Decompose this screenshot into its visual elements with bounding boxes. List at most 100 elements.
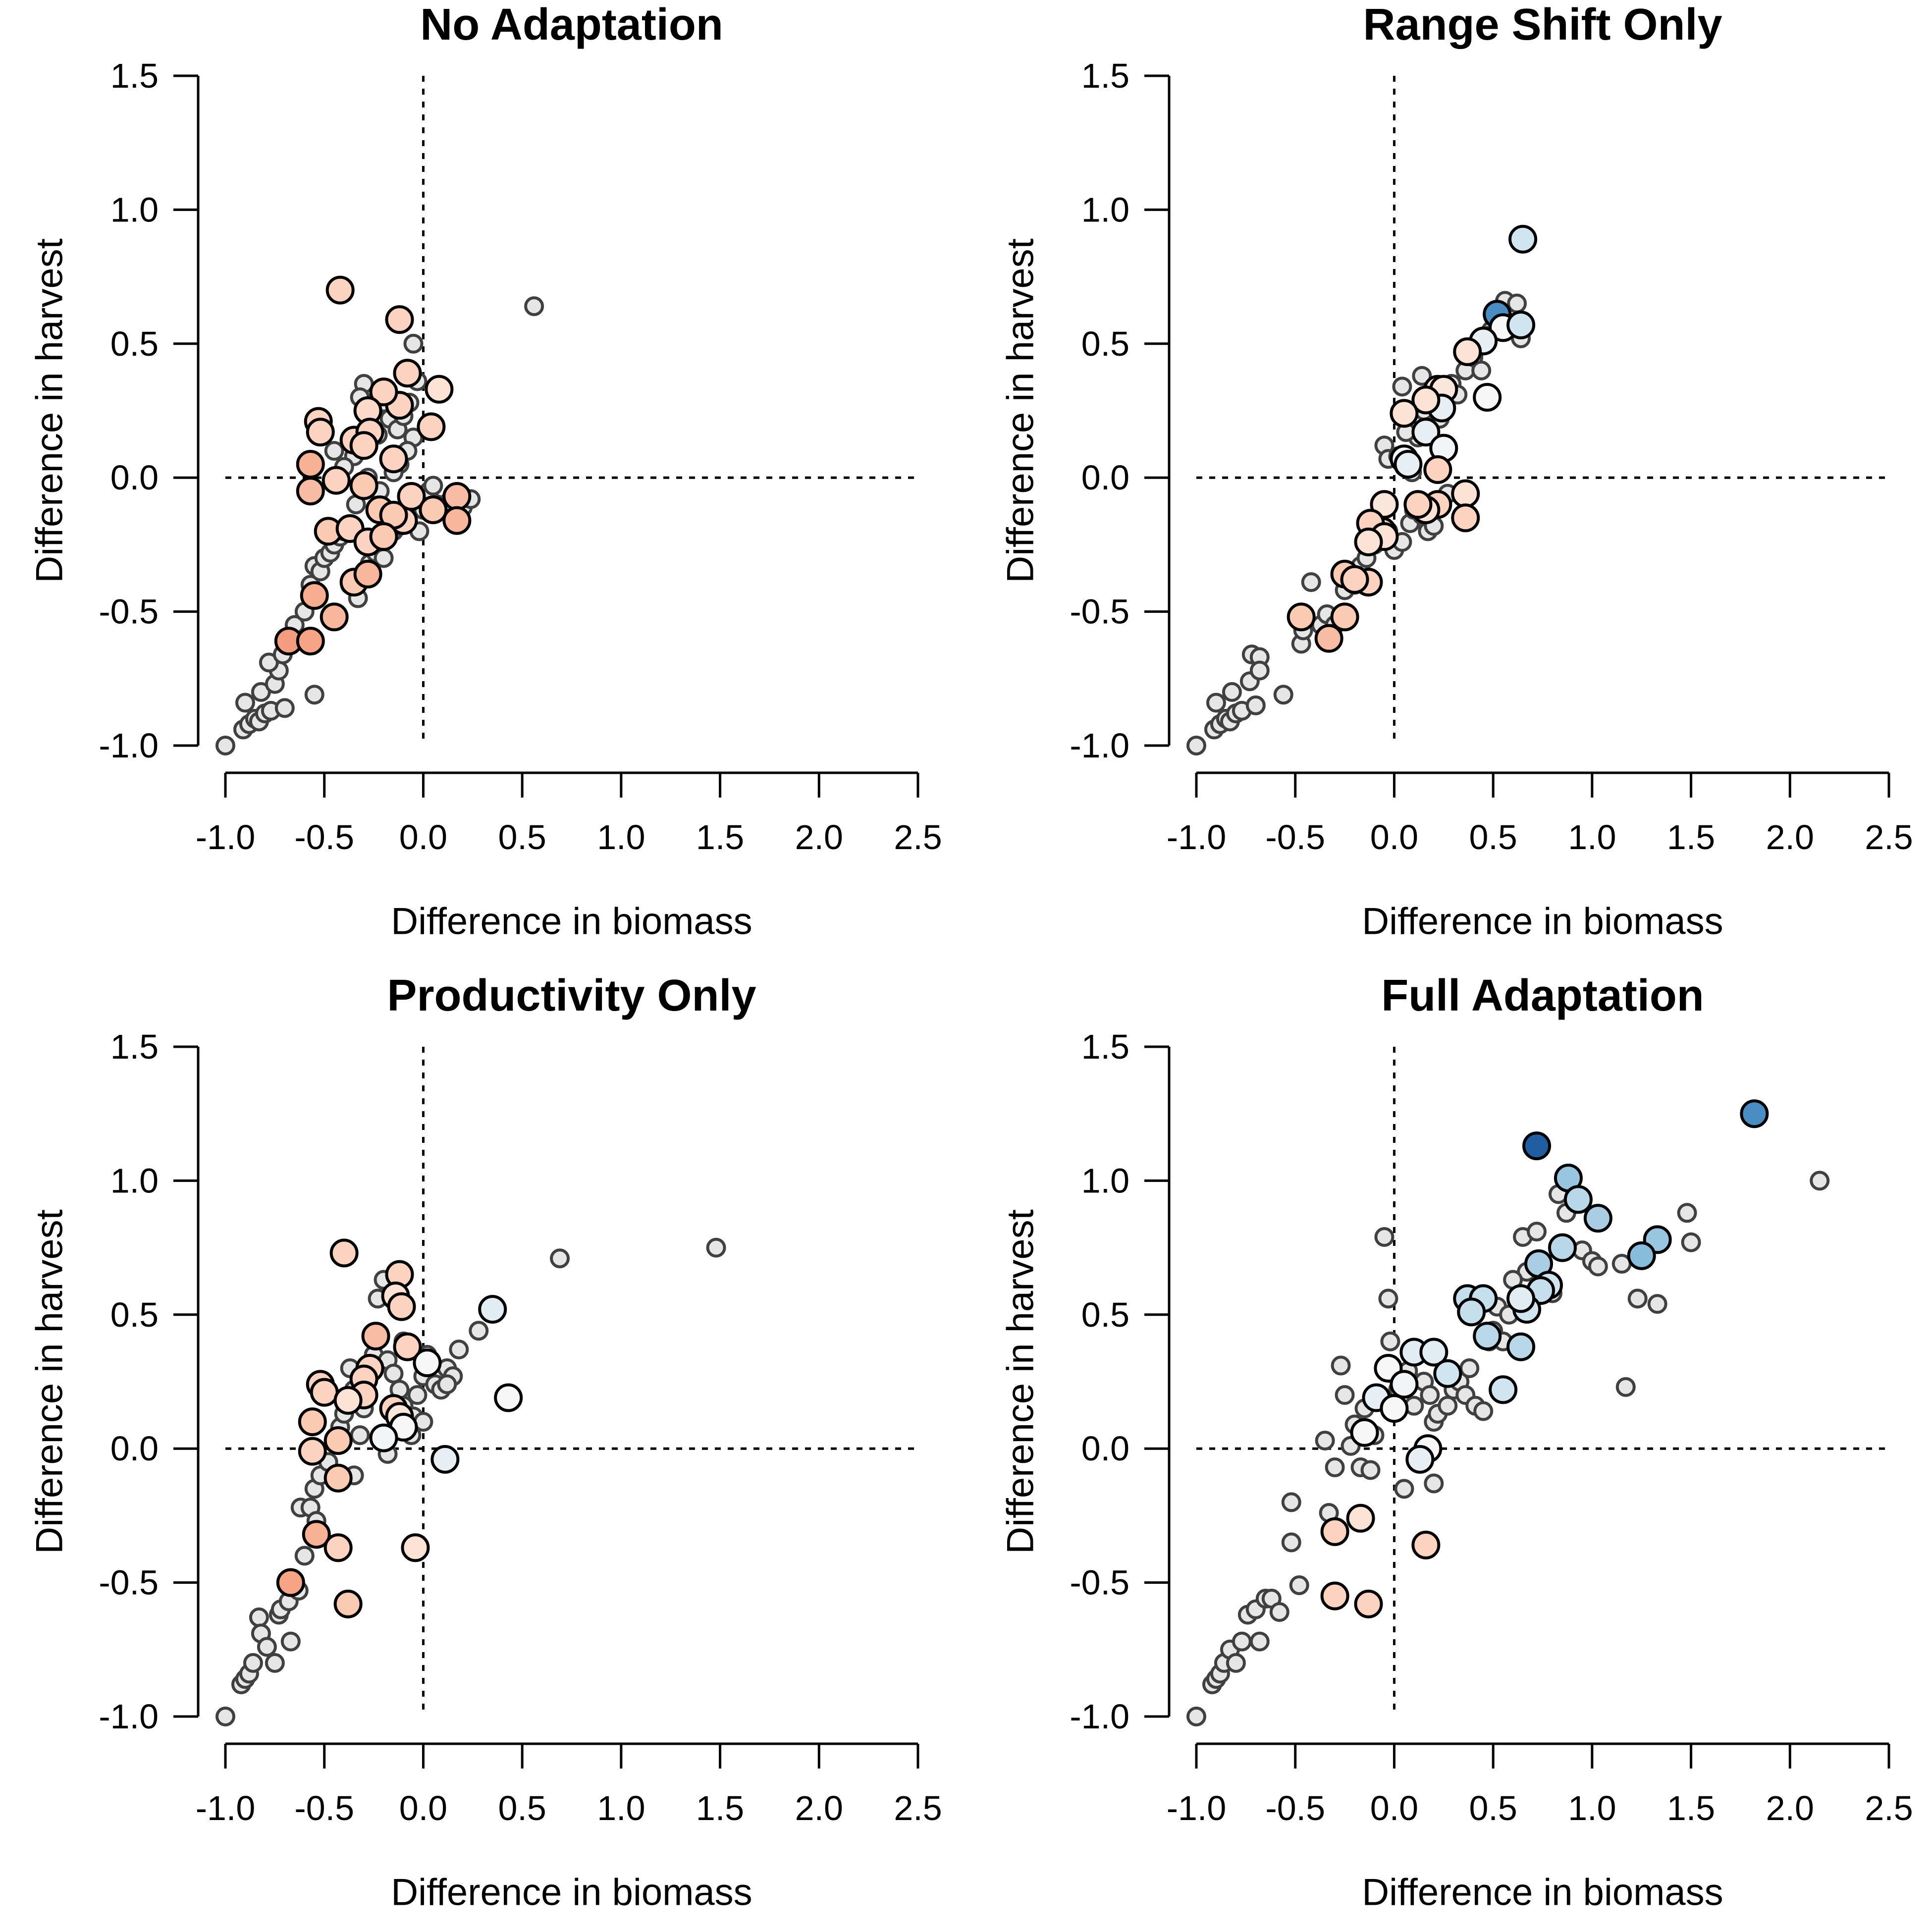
x-tick-label: 0.0 bbox=[399, 818, 447, 857]
data-point-small bbox=[274, 698, 295, 718]
data-point-large bbox=[385, 305, 414, 334]
data-point-small bbox=[706, 1237, 726, 1258]
data-point-small bbox=[1394, 1479, 1414, 1499]
data-point-small bbox=[1810, 1171, 1830, 1191]
data-point-large bbox=[323, 1426, 353, 1455]
data-point-small bbox=[1677, 1203, 1697, 1223]
y-tick-label: -0.5 bbox=[1070, 592, 1129, 631]
data-point-large bbox=[1548, 1233, 1577, 1262]
data-point-small bbox=[449, 1340, 469, 1360]
data-point-large bbox=[333, 1386, 363, 1415]
x-tick-label: 0.5 bbox=[498, 818, 546, 857]
chart-panel: Productivity Only -1.0 -0.5 0.0 0.5 1.0 1.5 -1.… bbox=[29, 971, 942, 1914]
data-point-large bbox=[1473, 1322, 1502, 1351]
data-point-small bbox=[1473, 1401, 1494, 1421]
data-point-small bbox=[403, 333, 424, 354]
data-point-small bbox=[1186, 736, 1206, 755]
x-tick-label: -0.5 bbox=[294, 1789, 354, 1827]
data-point-large bbox=[1453, 337, 1482, 367]
data-point-small bbox=[1378, 1288, 1398, 1309]
data-point-large bbox=[1380, 1394, 1409, 1423]
y-tick-label: 0.5 bbox=[110, 324, 159, 363]
data-point-small bbox=[1627, 1288, 1648, 1309]
y-axis-label: Difference in harvest bbox=[1000, 1209, 1042, 1554]
x-tick-label: 1.0 bbox=[597, 818, 645, 857]
data-point-large bbox=[430, 1445, 460, 1474]
data-point-small bbox=[1647, 1294, 1667, 1314]
x-tick-label: 0.5 bbox=[498, 1789, 546, 1827]
x-tick-label: 1.5 bbox=[696, 818, 744, 857]
y-tick-label: 1.5 bbox=[110, 1027, 159, 1066]
chart-title: Range Shift Only bbox=[1363, 0, 1722, 50]
data-point-large bbox=[1403, 490, 1433, 519]
data-point-small bbox=[280, 1631, 301, 1652]
data-point-small bbox=[1245, 695, 1266, 715]
data-point-small bbox=[1331, 1355, 1351, 1376]
y-tick-label: 0.0 bbox=[110, 458, 159, 497]
data-point-large bbox=[419, 495, 448, 525]
data-point-small bbox=[1289, 1575, 1309, 1596]
x-axis-label: Difference in biomass bbox=[1362, 901, 1723, 943]
data-point-large bbox=[1433, 1359, 1462, 1388]
x-tick-label: 2.5 bbox=[1865, 1789, 1913, 1827]
data-point-large bbox=[333, 1589, 363, 1618]
data-point-large bbox=[306, 418, 335, 447]
x-tick-label: 1.0 bbox=[1568, 1789, 1616, 1827]
data-point-large bbox=[322, 466, 351, 495]
x-tick-label: 0.0 bbox=[1370, 1789, 1418, 1827]
data-point-large bbox=[1411, 385, 1441, 415]
data-point-large bbox=[349, 471, 378, 500]
y-axis-label: Difference in harvest bbox=[29, 1209, 71, 1554]
data-point-small bbox=[383, 1363, 404, 1384]
data-point-large bbox=[1390, 399, 1419, 428]
x-axis-label: Difference in biomass bbox=[1362, 1872, 1723, 1914]
data-point-large bbox=[298, 1407, 327, 1437]
x-axis-label: Difference in biomass bbox=[391, 1872, 752, 1914]
y-tick-label: 0.0 bbox=[1081, 458, 1129, 497]
data-point-large bbox=[1314, 624, 1343, 653]
data-point-small bbox=[304, 685, 324, 705]
y-tick-label: -0.5 bbox=[99, 1563, 159, 1602]
data-point-large bbox=[393, 1332, 422, 1361]
data-point-small bbox=[423, 476, 443, 496]
y-tick-label: 0.5 bbox=[110, 1295, 159, 1334]
y-tick-label: -1.0 bbox=[99, 726, 159, 765]
data-point-small bbox=[1374, 1227, 1395, 1247]
y-tick-label: -0.5 bbox=[1070, 1563, 1129, 1602]
data-point-large bbox=[1346, 1503, 1375, 1533]
data-point-large bbox=[417, 412, 446, 441]
y-tick-label: -1.0 bbox=[1070, 726, 1129, 765]
data-point-large bbox=[323, 1533, 353, 1562]
y-tick-label: 0.5 bbox=[1081, 324, 1129, 363]
data-point-small bbox=[265, 1653, 285, 1673]
data-point-small bbox=[1273, 685, 1293, 705]
data-point-small bbox=[1615, 1377, 1636, 1397]
x-tick-label: 1.5 bbox=[696, 1789, 744, 1827]
y-tick-label: 0.5 bbox=[1081, 1295, 1129, 1334]
data-point-large bbox=[1508, 224, 1538, 254]
data-point-large bbox=[276, 1568, 305, 1597]
data-point-large bbox=[1473, 382, 1502, 412]
data-point-large bbox=[425, 375, 454, 404]
data-point-small bbox=[1249, 1631, 1270, 1652]
x-tick-label: -0.5 bbox=[1265, 1789, 1325, 1827]
data-point-small bbox=[550, 1248, 570, 1269]
x-tick-label: 2.0 bbox=[1766, 1789, 1814, 1827]
y-tick-label: 1.5 bbox=[1081, 56, 1129, 95]
data-point-small bbox=[1325, 1457, 1345, 1478]
x-tick-label: -1.0 bbox=[1167, 1789, 1227, 1827]
data-point-large bbox=[296, 627, 325, 656]
data-point-large bbox=[1419, 1338, 1449, 1367]
y-tick-label: 1.0 bbox=[1081, 1161, 1129, 1200]
y-axis-label: Difference in harvest bbox=[29, 238, 71, 583]
data-point-small bbox=[1335, 1385, 1355, 1405]
data-point-small bbox=[249, 1607, 269, 1627]
data-point-small bbox=[407, 1385, 428, 1405]
data-point-large bbox=[1411, 1530, 1441, 1559]
data-point-large bbox=[1411, 418, 1441, 447]
data-point-large bbox=[298, 1437, 327, 1466]
data-point-large bbox=[478, 1294, 507, 1324]
data-point-large bbox=[397, 482, 426, 511]
data-point-large bbox=[413, 1348, 442, 1378]
